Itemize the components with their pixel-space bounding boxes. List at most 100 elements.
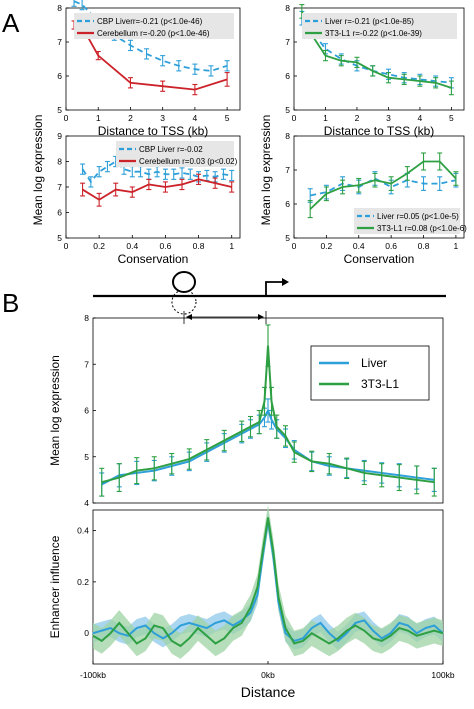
data-point	[232, 624, 234, 627]
y-tick-label: 7	[57, 182, 62, 192]
series-line	[309, 160, 457, 210]
data-point	[319, 637, 322, 639]
data-point	[249, 612, 252, 614]
legend-label: Cerebellum r=0.03 (p<0.02)	[139, 157, 238, 166]
y-tick-label: 8	[285, 3, 290, 13]
panel-label-a: A	[2, 8, 20, 38]
data-point	[284, 627, 287, 629]
data-point	[162, 627, 164, 629]
data-point	[372, 630, 374, 632]
data-point	[179, 624, 182, 627]
y-tick-label: 6	[57, 208, 62, 218]
data-point	[262, 550, 264, 552]
x-tick-label: 1	[323, 113, 328, 123]
data-point	[171, 632, 173, 634]
data-point	[407, 630, 409, 632]
data-point	[328, 642, 330, 645]
legend-label: Liver r=0.05 (p<1.0e-5)	[377, 212, 459, 221]
series-l1	[99, 324, 437, 497]
plot-frame	[65, 7, 241, 111]
panel-a-right-ylabel: Mean log expression	[259, 115, 273, 226]
plot-frame	[293, 135, 465, 239]
data-point	[197, 627, 199, 629]
x-tick-label: 0.6	[385, 241, 397, 251]
series-l1	[307, 152, 459, 219]
data-point	[214, 642, 217, 645]
data-point	[284, 632, 287, 634]
distance-arrow-left-icon	[186, 314, 192, 320]
data-point	[109, 627, 112, 629]
data-point	[214, 622, 217, 624]
data-point	[136, 627, 138, 629]
data-point	[144, 637, 147, 639]
data-point	[346, 630, 348, 632]
data-point	[381, 637, 383, 639]
data-point	[179, 645, 182, 647]
data-point	[171, 640, 173, 642]
chart-b2: 0 0.2 0.4 -100kb 0kb 100kb Distance Enhancer in…	[48, 504, 455, 700]
data-point	[424, 627, 427, 629]
x-tick-label: 4	[193, 113, 198, 123]
y-tick-label: 6	[57, 71, 62, 81]
data-point	[442, 632, 444, 634]
data-point	[277, 596, 280, 598]
legend: Liver r=-0.21 (p<1.0e-85) 3T3-L1 r=-0.22 …	[302, 13, 457, 39]
x-axis-label: Conservation	[344, 252, 415, 266]
data-point	[354, 624, 357, 627]
data-point	[127, 635, 129, 637]
data-point	[337, 637, 339, 639]
legend-label: Liver r=-0.21 (p<1.0e-85)	[325, 17, 414, 26]
legend: Liver r=0.05 (p<1.0e-5) 3T3-L1 r=0.08 (p<…	[354, 208, 467, 234]
x-tick-label: 1	[96, 113, 101, 123]
data-point	[416, 635, 418, 637]
data-point	[337, 640, 339, 642]
legend: CBP Liverr=-0.21 (p<1.0e-46) Cerebellum r…	[74, 13, 234, 39]
y-tick-label: 6	[285, 71, 290, 81]
chart-a3: 5 6 7 8 9 0 0.2 0.4 0.6 0.8 1 Conservation CBP Liver…	[57, 131, 241, 266]
data-point	[346, 632, 348, 634]
data-point	[363, 630, 365, 632]
legend-label: CBP Liver r=-0.02	[139, 145, 203, 154]
x-tick-label: 0.6	[160, 241, 172, 251]
panel-label-b: B	[2, 288, 19, 318]
data-point	[188, 622, 190, 624]
x-tick-label: -100kb	[80, 670, 106, 680]
data-point	[118, 632, 120, 634]
data-point	[311, 627, 313, 629]
x-axis-label: Distance to TSS (kb)	[324, 124, 434, 138]
data-point	[109, 632, 112, 634]
x-tick-label: 0.2	[320, 241, 332, 251]
x-tick-label: 2	[355, 113, 360, 123]
legend-label: 3T3-L1	[361, 377, 399, 391]
data-point	[153, 632, 155, 634]
x-tick-label: 0	[292, 241, 297, 251]
data-point	[372, 637, 374, 639]
x-tick-label: 0	[292, 113, 297, 123]
y-tick-label: 0.2	[77, 577, 89, 587]
legend-label: Liver	[361, 356, 387, 370]
x-tick-label: 1	[229, 241, 234, 251]
x-tick-label: 3	[386, 113, 391, 123]
x-axis-label: Distance to TSS (kb)	[98, 124, 208, 138]
y-tick-label: 6	[84, 406, 89, 416]
data-point	[433, 630, 435, 632]
data-point	[302, 640, 304, 642]
x-axis-label: Conservation	[118, 252, 189, 266]
x-tick-label: 4	[418, 113, 423, 123]
y-tick-label: 5	[84, 452, 89, 462]
data-point	[256, 586, 259, 588]
y-tick-label: 0	[84, 628, 89, 638]
x-tick-label: 0.4	[353, 241, 365, 251]
data-point	[92, 635, 94, 637]
series-l1	[92, 517, 444, 648]
y-tick-label: 8	[57, 157, 62, 167]
data-point	[162, 637, 164, 639]
data-point	[101, 640, 103, 642]
data-point	[188, 637, 190, 639]
distance-arrow-right-icon	[258, 314, 264, 320]
x-tick-label: 0	[64, 113, 69, 123]
data-point	[249, 606, 252, 609]
chart-b1: 4 5 6 7 8 Mean log expression Liver 3T3-L1	[48, 313, 444, 508]
x-tick-label: 3	[160, 113, 165, 123]
